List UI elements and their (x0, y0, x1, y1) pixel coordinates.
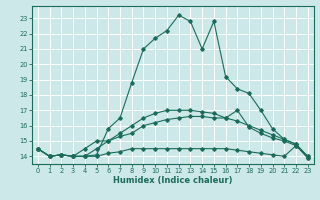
X-axis label: Humidex (Indice chaleur): Humidex (Indice chaleur) (113, 176, 233, 185)
